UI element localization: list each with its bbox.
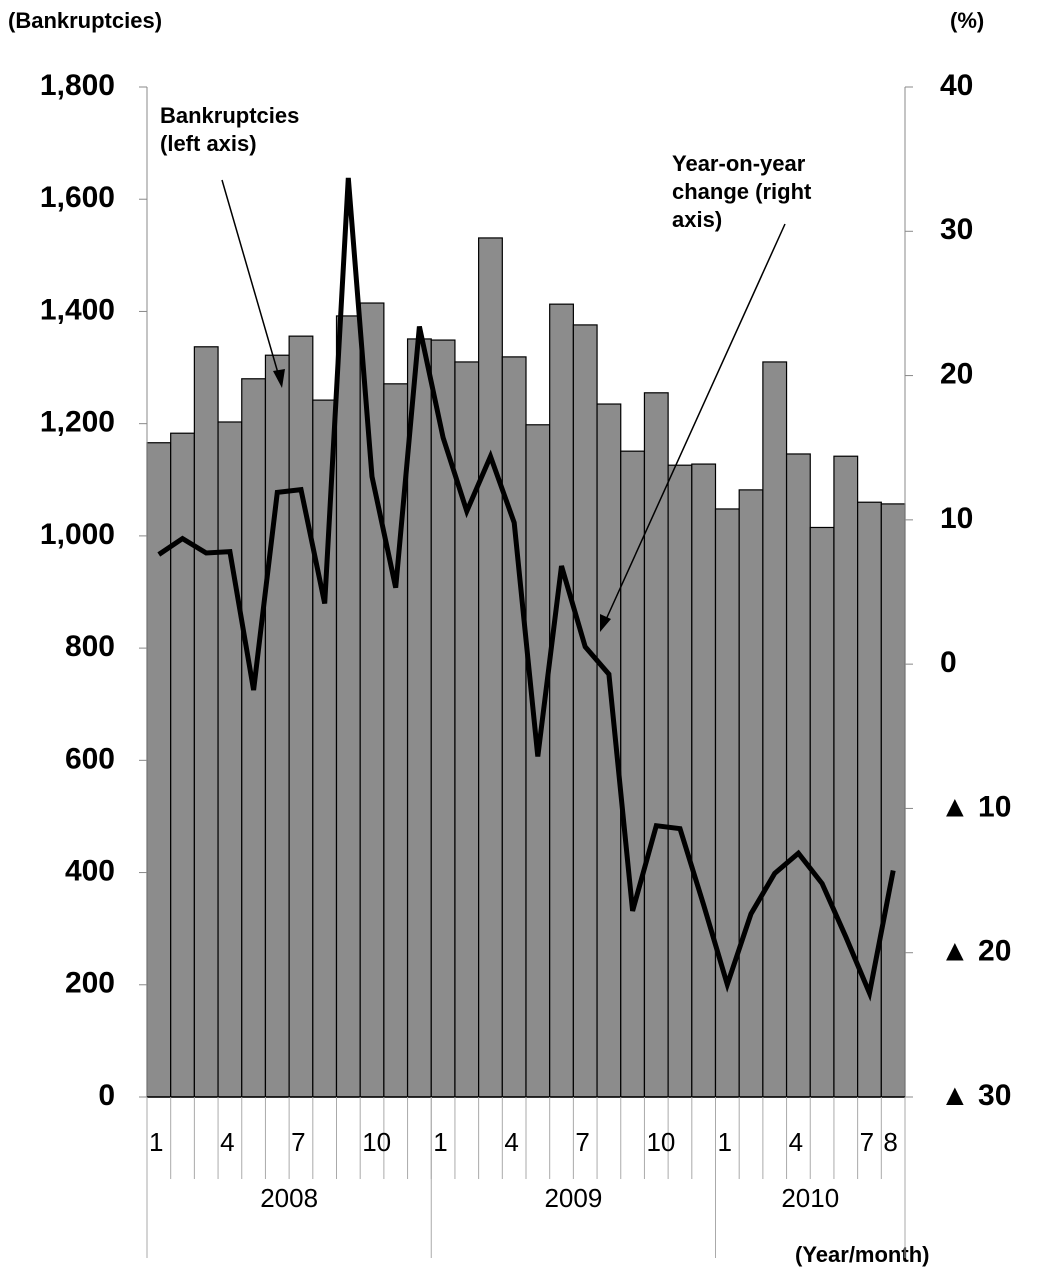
bar xyxy=(478,237,503,1098)
x-tick-label: 7 xyxy=(860,1127,874,1157)
arrow xyxy=(221,179,281,381)
bar xyxy=(549,303,574,1098)
y2-tick-label: ▲ 30 xyxy=(940,1079,1011,1112)
bar xyxy=(880,503,906,1098)
bar xyxy=(193,346,219,1098)
bar xyxy=(833,455,859,1098)
bar xyxy=(501,356,527,1098)
bar xyxy=(264,354,290,1098)
bar xyxy=(667,464,693,1098)
annotation: Bankruptcies xyxy=(160,103,299,128)
x-tick-label: 7 xyxy=(575,1127,589,1157)
y-tick-label: 1,600 xyxy=(40,181,115,214)
y2-axis-label: (%) xyxy=(950,8,984,33)
annotation: change (right xyxy=(672,179,812,204)
x-tick-label: 10 xyxy=(362,1127,391,1157)
arrow-head xyxy=(273,369,285,388)
bar xyxy=(430,339,456,1098)
bar xyxy=(572,324,598,1098)
x-tick-label: 1 xyxy=(149,1127,163,1157)
y-tick-label: 600 xyxy=(65,742,115,775)
y-tick-label: 800 xyxy=(65,630,115,663)
x-tick-label: 1 xyxy=(718,1127,732,1157)
year-label: 2008 xyxy=(260,1183,318,1213)
y-tick-label: 1,800 xyxy=(40,69,115,102)
bar xyxy=(691,463,717,1098)
bar xyxy=(785,453,811,1098)
bar xyxy=(359,302,385,1098)
bar xyxy=(857,501,882,1098)
y2-tick-label: 0 xyxy=(940,646,957,679)
x-tick-label: 4 xyxy=(789,1127,803,1157)
bar xyxy=(620,450,646,1098)
bar xyxy=(312,399,338,1098)
annotation: axis) xyxy=(672,207,722,232)
y-axis-label: (Bankruptcies) xyxy=(8,8,162,33)
bar xyxy=(146,442,172,1098)
x-tick-label: 4 xyxy=(504,1127,518,1157)
y2-tick-label: ▲ 20 xyxy=(940,935,1011,968)
y2-tick-label: 40 xyxy=(940,69,973,102)
y-tick-label: 400 xyxy=(65,854,115,887)
y2-tick-label: 20 xyxy=(940,357,973,390)
x-tick-label: 1 xyxy=(433,1127,447,1157)
bar xyxy=(454,361,480,1098)
bar xyxy=(714,508,740,1098)
year-label: 2010 xyxy=(781,1183,839,1213)
y-tick-label: 1,200 xyxy=(40,406,115,439)
bar xyxy=(762,361,788,1098)
bar xyxy=(406,338,432,1098)
bar xyxy=(241,378,267,1098)
x-axis-label: (Year/month) xyxy=(795,1242,929,1267)
bar xyxy=(525,424,551,1098)
x-tick-label: 4 xyxy=(220,1127,234,1157)
annotation: Year-on-year xyxy=(672,151,806,176)
annotation: (left axis) xyxy=(160,131,257,156)
y-tick-label: 1,000 xyxy=(40,518,115,551)
plot: 02004006008001,0001,2001,4001,6001,800▲ … xyxy=(40,69,1011,1258)
y-tick-label: 200 xyxy=(65,967,115,1000)
bar xyxy=(809,526,835,1098)
y2-tick-label: 30 xyxy=(940,213,973,246)
y2-tick-label: 10 xyxy=(940,502,973,535)
arrow-head xyxy=(600,614,611,632)
bar xyxy=(643,392,669,1098)
line-series xyxy=(157,177,896,1002)
bar xyxy=(217,421,243,1098)
x-tick-label: 10 xyxy=(646,1127,675,1157)
year-label: 2009 xyxy=(544,1183,602,1213)
x-tick-label: 8 xyxy=(883,1127,897,1157)
bar xyxy=(288,335,314,1098)
y2-tick-label: ▲ 10 xyxy=(940,790,1011,823)
bar xyxy=(738,489,764,1098)
y-tick-label: 1,400 xyxy=(40,293,115,326)
bar xyxy=(170,432,195,1098)
arrow xyxy=(603,223,786,625)
x-tick-label: 7 xyxy=(291,1127,305,1157)
y-tick-label: 0 xyxy=(98,1079,115,1112)
bar xyxy=(335,315,361,1098)
